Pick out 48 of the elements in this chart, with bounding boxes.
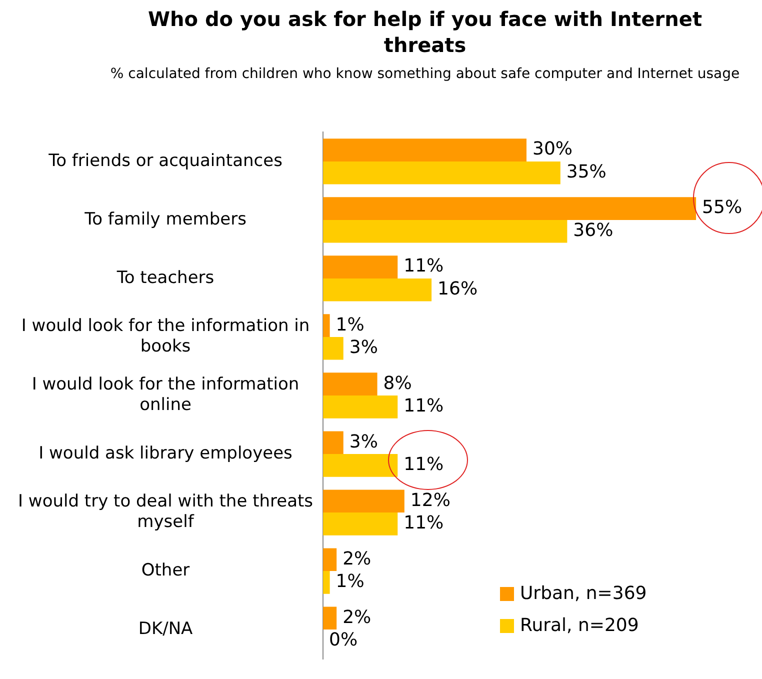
bar — [323, 197, 696, 220]
bar — [323, 256, 398, 278]
data-label: 11% — [404, 396, 444, 417]
chart-title: Who do you ask for help if you face with Internet threats — [146, 6, 704, 58]
y-tick-label: To teachers — [116, 268, 214, 288]
data-label: 11% — [404, 512, 444, 534]
y-tick-label: Other — [141, 560, 190, 580]
y-tick-label: To family members — [84, 209, 247, 230]
y-tick-label: I would look for the information online — [32, 374, 300, 416]
bar — [323, 138, 526, 162]
y-tick-label: DK/NA — [138, 618, 194, 639]
bar — [323, 336, 344, 360]
data-label: 3% — [349, 431, 378, 452]
bar — [323, 314, 330, 337]
y-tick-label: I would try to deal with the threats myself — [18, 492, 314, 532]
bar — [323, 571, 330, 594]
y-tick-label: I would look for the information in books — [21, 316, 310, 357]
bar — [323, 372, 378, 396]
bar — [323, 278, 432, 302]
bar — [323, 220, 568, 243]
data-label: 11% — [404, 454, 444, 476]
bar — [323, 606, 337, 630]
legend-label: Rural, n=209 — [520, 614, 639, 638]
data-label: 8% — [383, 372, 412, 394]
data-label: 55% — [702, 197, 742, 218]
data-label: 30% — [532, 138, 573, 160]
data-label: 16% — [438, 278, 478, 300]
legend-label: Urban, n=369 — [520, 582, 647, 606]
y-tick-label: I would ask library employees — [38, 443, 293, 464]
bar — [323, 431, 344, 454]
data-label: 35% — [566, 162, 606, 183]
data-label: 36% — [573, 220, 614, 242]
data-label: 12% — [410, 490, 450, 511]
data-label: 1% — [336, 571, 364, 592]
bar — [323, 396, 398, 418]
data-label: 2% — [342, 548, 372, 570]
bar — [323, 161, 560, 184]
bar — [323, 454, 398, 477]
data-label: 2% — [342, 606, 372, 628]
bar — [323, 490, 404, 513]
data-label: 1% — [336, 314, 364, 336]
data-label: 11% — [404, 256, 444, 277]
y-tick-label: To friends or acquaintances — [48, 150, 283, 171]
data-label: 3% — [349, 337, 378, 358]
bar — [323, 512, 398, 536]
chart-subtitle: % calculated from children who know something about safe computer and Internet usage — [110, 65, 740, 84]
bar — [323, 548, 337, 572]
data-label: 0% — [329, 630, 358, 651]
